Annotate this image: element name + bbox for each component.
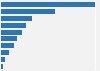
- Bar: [1, 16, 32, 21]
- Bar: [1, 50, 10, 55]
- Bar: [1, 57, 5, 62]
- Bar: [1, 64, 3, 69]
- Bar: [1, 9, 55, 14]
- Bar: [1, 23, 26, 28]
- Bar: [1, 2, 95, 7]
- Bar: [1, 36, 17, 41]
- Bar: [1, 43, 14, 48]
- Bar: [1, 30, 22, 35]
